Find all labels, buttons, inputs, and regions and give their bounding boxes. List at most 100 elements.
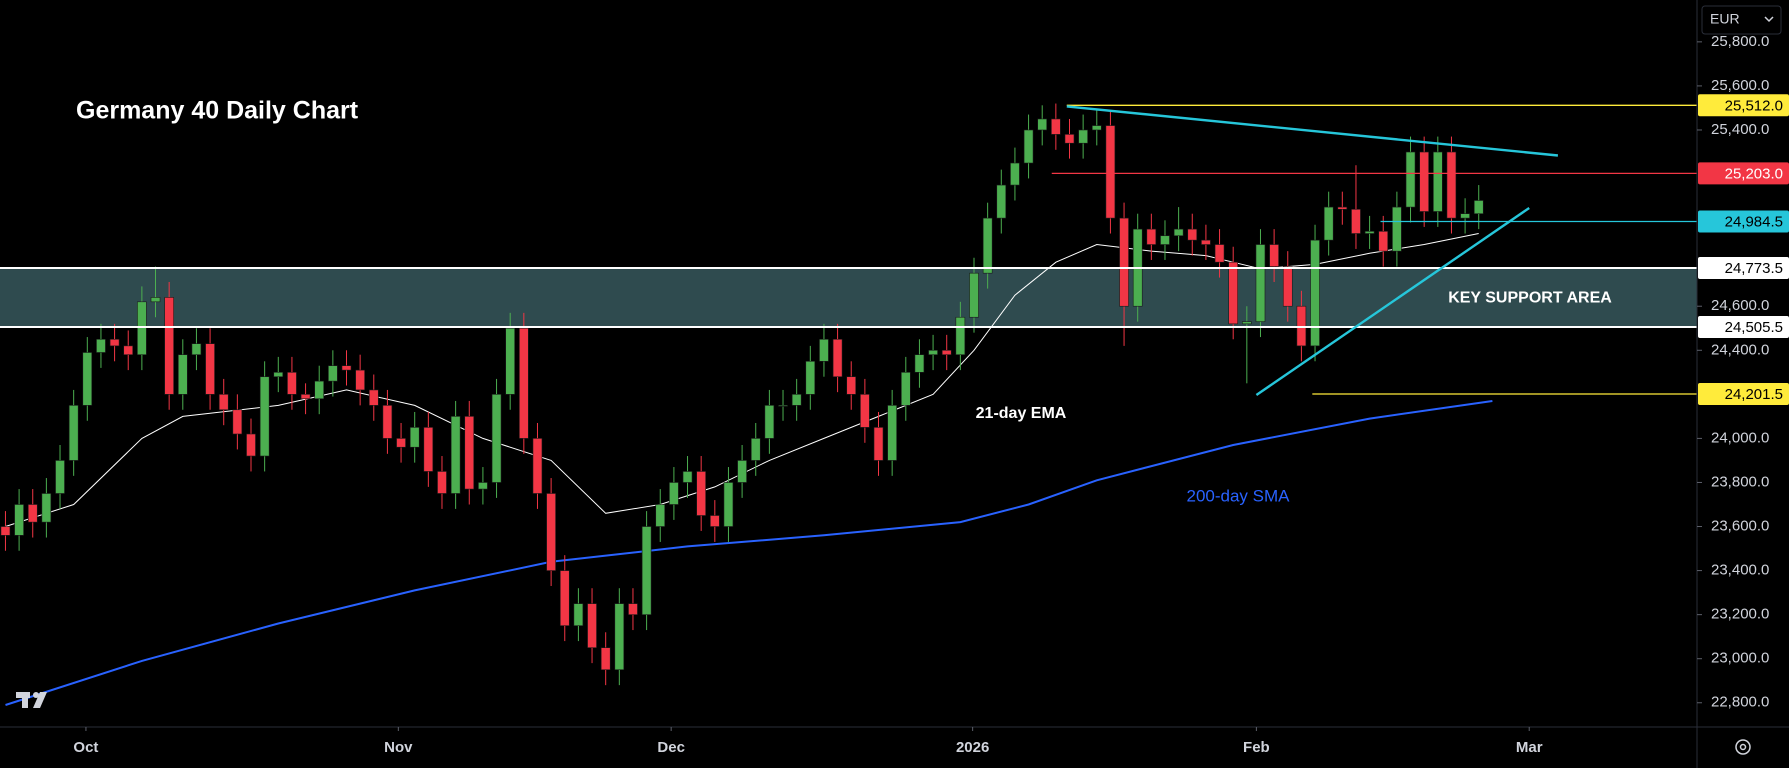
trendline [1066, 105, 1559, 157]
candle-body [1051, 118, 1061, 135]
candle-body [423, 427, 434, 472]
candle-body [382, 405, 393, 439]
y-tick-label: 23,600.0 [1711, 517, 1769, 534]
candle-body [55, 460, 65, 494]
candle-body [1023, 129, 1034, 164]
candle-body [941, 349, 952, 355]
candle-body [409, 427, 420, 448]
candle-body [259, 376, 270, 457]
candle-body [669, 482, 679, 505]
x-tick-label: Oct [73, 739, 98, 756]
y-tick-label: 23,400.0 [1711, 562, 1769, 579]
candle-body [860, 394, 870, 428]
candle-body [1337, 206, 1348, 210]
candle-body [1228, 261, 1238, 325]
candle-body [655, 504, 666, 527]
candle-body [982, 217, 993, 274]
candle-body [246, 433, 256, 457]
y-tick-label: 24,400.0 [1711, 341, 1769, 358]
candle-body [682, 471, 693, 483]
candle-body [14, 504, 24, 536]
price-level-badge [1698, 162, 1789, 185]
plot-area [0, 103, 1697, 706]
candle-body [587, 603, 597, 648]
y-tick-label: 22,800.0 [1711, 694, 1769, 711]
candle-body [1405, 151, 1416, 208]
price-level-label: 24,984.5 [1725, 213, 1783, 230]
candle-body [1419, 151, 1429, 212]
candle-body [1119, 217, 1129, 307]
candle-body [1064, 134, 1075, 144]
y-tick-label: 23,800.0 [1711, 473, 1769, 490]
y-tick-label: 25,400.0 [1711, 121, 1769, 138]
line-annotation: 200-day SMA [1187, 486, 1291, 505]
y-tick-label: 23,000.0 [1711, 650, 1769, 667]
candle-body [123, 345, 134, 355]
candle-body [505, 327, 515, 395]
price-level-label: 24,773.5 [1725, 260, 1783, 277]
candle-body [232, 409, 243, 435]
candle-body [368, 389, 379, 406]
candle-body [1078, 129, 1088, 144]
candle-body [764, 405, 775, 439]
logo [16, 692, 47, 708]
zone-annotation: KEY SUPPORT AREA [1448, 290, 1612, 307]
candle-body [205, 343, 215, 395]
price-level-badge [1698, 316, 1789, 339]
price-level-badge [1698, 210, 1789, 233]
candle-body [928, 349, 938, 355]
moving-average-line [5, 400, 1493, 706]
candle-body [778, 405, 788, 407]
candle-body [573, 603, 584, 626]
candle-body [27, 504, 38, 523]
candle-body [218, 394, 229, 411]
candle-body [1091, 125, 1102, 131]
x-tick-label: Feb [1243, 739, 1270, 756]
settings-button[interactable] [1735, 739, 1751, 755]
candle-body [914, 354, 925, 373]
candle-body [1282, 266, 1293, 307]
candle-body [559, 570, 570, 626]
trendline [1255, 207, 1530, 396]
candle-body [491, 394, 502, 483]
candle-body [82, 352, 93, 406]
candle-body [450, 416, 461, 494]
line-annotation: 21-day EMA [976, 405, 1067, 422]
candle-body [900, 372, 911, 406]
candle-body [273, 372, 284, 378]
currency-label: EUR [1710, 11, 1740, 27]
candle-body [819, 338, 829, 362]
candle-body [791, 394, 802, 406]
candle-body [1160, 235, 1170, 245]
candle-body [600, 647, 611, 671]
x-tick-label: Nov [384, 739, 413, 756]
candle-body [1446, 151, 1457, 219]
price-level-badge [1698, 383, 1789, 406]
candle-body [287, 372, 297, 395]
candle-body [164, 297, 174, 395]
candle-body [1010, 162, 1020, 186]
currency-dropdown[interactable]: EUR [1701, 5, 1782, 35]
candle-body [41, 493, 52, 523]
moving-average-line [5, 233, 1479, 527]
candle-body [737, 460, 747, 483]
candle-body [314, 380, 325, 400]
price-level-label: 24,201.5 [1725, 386, 1783, 403]
x-tick-label: 2026 [956, 739, 989, 756]
candle-body [723, 482, 734, 527]
candle-body [1310, 239, 1320, 347]
candle-body [519, 327, 529, 439]
y-tick-label: 25,600.0 [1711, 77, 1769, 94]
candle-body [328, 365, 338, 382]
candle-body [1364, 231, 1375, 234]
candle-body [996, 184, 1007, 219]
price-level-label: 24,505.5 [1725, 319, 1783, 336]
candle-body [1201, 239, 1211, 245]
candle-body [355, 369, 365, 391]
candle-body [887, 405, 897, 461]
candle-body [1105, 125, 1116, 219]
candle-body [1242, 321, 1252, 325]
